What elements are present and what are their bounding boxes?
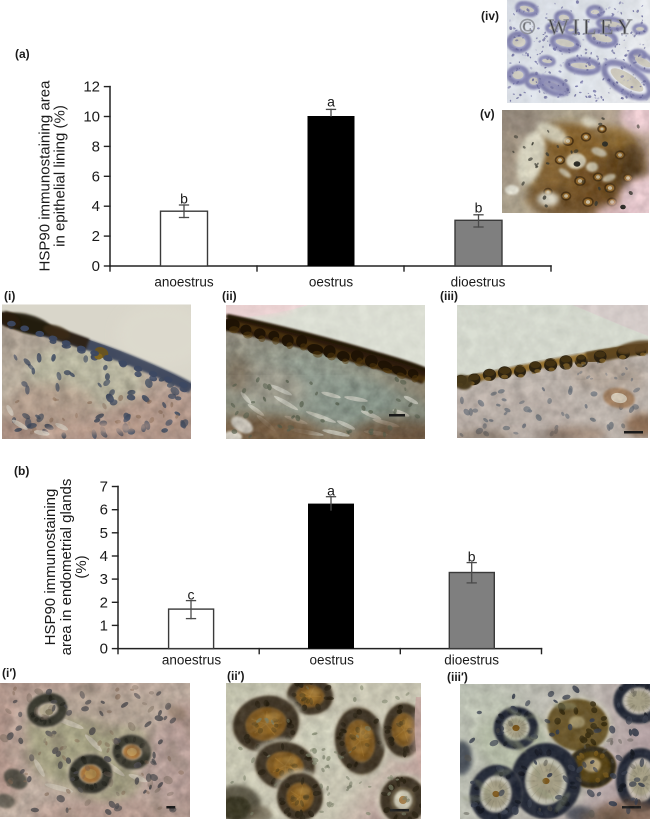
svg-text:oestrus: oestrus [309, 275, 354, 290]
svg-text:10: 10 [83, 109, 100, 126]
svg-text:0: 0 [100, 641, 108, 658]
svg-text:anoestrus: anoestrus [162, 653, 222, 668]
svg-text:12: 12 [83, 79, 100, 96]
svg-text:b: b [475, 200, 483, 216]
svg-text:(iv): (iv) [481, 9, 499, 23]
svg-text:1: 1 [100, 617, 108, 634]
svg-text:2: 2 [92, 228, 100, 245]
svg-text:(iii′): (iii′) [447, 670, 468, 684]
svg-text:(%): (%) [73, 555, 90, 578]
svg-text:(i′): (i′) [2, 666, 16, 680]
svg-text:5: 5 [100, 525, 108, 542]
svg-text:(v): (v) [480, 107, 495, 121]
svg-text:b: b [468, 548, 476, 564]
svg-text:4: 4 [100, 548, 108, 565]
svg-text:3: 3 [100, 571, 108, 588]
svg-text:dioestrus: dioestrus [444, 653, 499, 668]
svg-text:6: 6 [92, 168, 100, 185]
svg-text:(a): (a) [15, 47, 30, 61]
svg-text:2: 2 [100, 594, 108, 611]
svg-text:8: 8 [92, 138, 100, 155]
svg-text:6: 6 [100, 502, 108, 519]
svg-text:a: a [327, 483, 335, 499]
svg-text:oestrus: oestrus [310, 653, 355, 668]
svg-text:4: 4 [92, 198, 100, 215]
svg-text:HSP90 immunostaining: HSP90 immunostaining [42, 489, 59, 646]
svg-text:7: 7 [100, 479, 108, 496]
svg-text:in epithelial lining (%): in epithelial lining (%) [52, 105, 69, 247]
svg-text:c: c [188, 587, 195, 603]
svg-text:dioestrus: dioestrus [451, 275, 506, 290]
svg-text:(b): (b) [14, 464, 29, 478]
svg-text:anoestrus: anoestrus [154, 275, 214, 290]
svg-text:a: a [327, 94, 335, 110]
svg-text:(ii): (ii) [222, 289, 237, 303]
svg-text:(iii): (iii) [440, 289, 458, 303]
svg-text:(i): (i) [4, 289, 15, 303]
svg-text:(ii′): (ii′) [227, 669, 245, 683]
svg-text:b: b [180, 191, 188, 207]
svg-text:0: 0 [92, 258, 100, 275]
